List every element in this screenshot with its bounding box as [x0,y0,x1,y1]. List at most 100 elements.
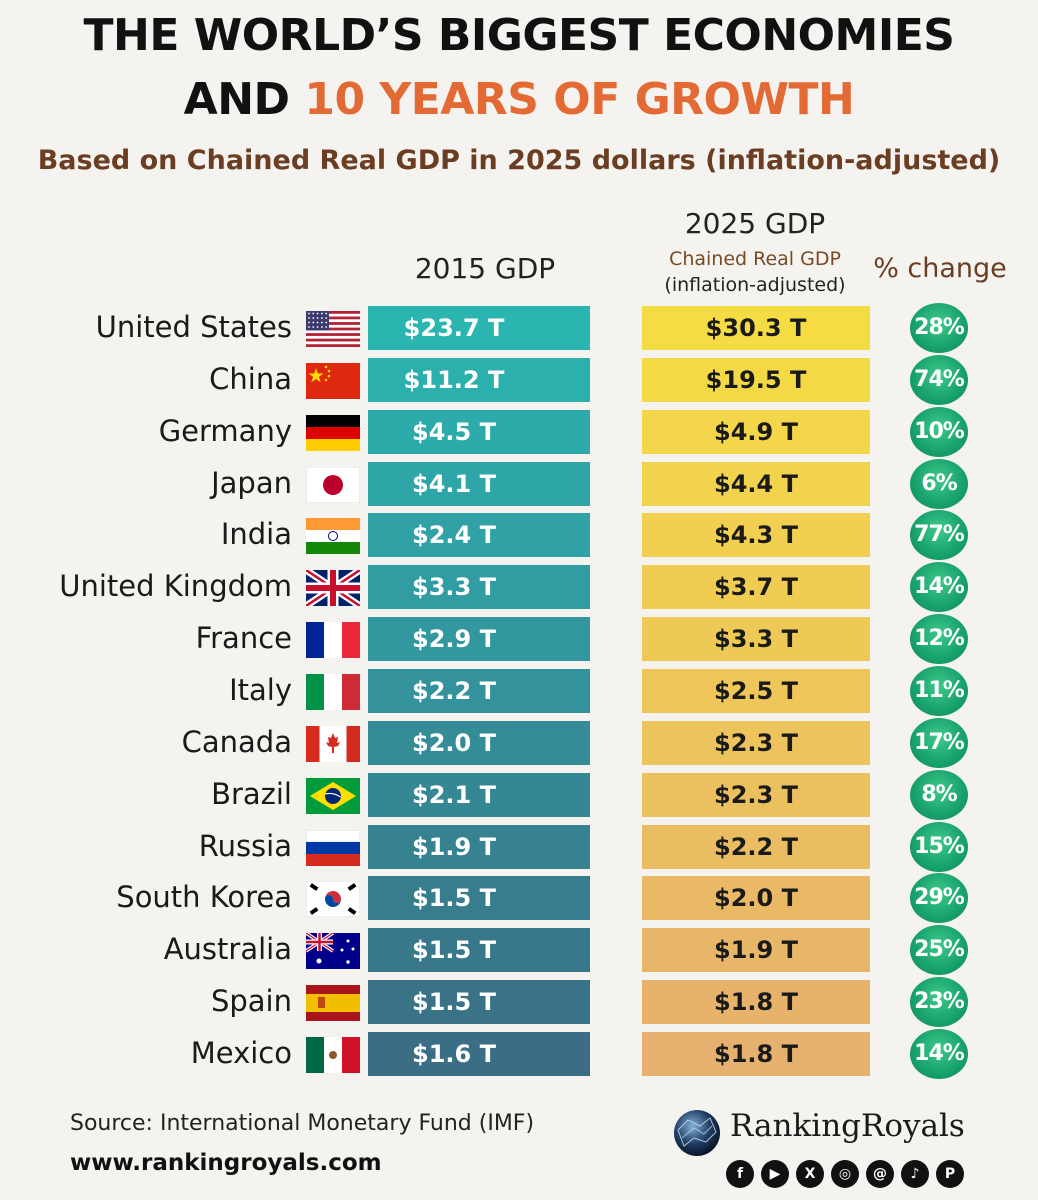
gdp-2015-cell: $1.5 T [368,928,590,973]
header-2025-sub2: (inflation-adjusted) [664,274,846,296]
title-line-2-prefix: AND [183,74,305,125]
gdp-2025-cell: $1.8 T [642,1031,870,1076]
gdp-2015-cell: $1.6 T [368,1031,590,1076]
gdp-2025-cell: $1.9 T [642,928,870,973]
china-flag-icon [306,362,360,399]
subtitle: Based on Chained Real GDP in 2025 dollar… [37,145,1001,176]
mexico-flag-icon [306,1036,360,1073]
table-row: China $11.2 T $19.5 T 74% [0,354,1038,405]
title-line-2: AND 10 YEARS OF GROWTH [0,78,1038,122]
country-label: China [209,361,292,396]
pct-change-badge: 14% [910,562,968,613]
header-2025-sub1: Chained Real GDP [669,248,841,270]
country-label: United States [95,310,292,344]
pct-change-badge: 23% [910,977,968,1028]
facebook-icon[interactable]: f [726,1160,754,1188]
table-row: Spain $1.5 T $1.8 T 23% [0,977,1038,1028]
table-row: United Kingdom $3.3 T $3.7 T 14% [0,562,1038,613]
gdp-2025-cell: $2.2 T [642,824,870,869]
gdp-2015-cell: $1.5 T [368,876,590,921]
country-label: Brazil [211,776,292,811]
gdp-2025-cell: $4.9 T [642,409,870,454]
gdp-2025-cell: $2.3 T [642,772,870,817]
gdp-2015-cell: $4.5 T [368,409,590,454]
country-label: Russia [198,828,292,863]
us-flag-icon [306,311,360,347]
pct-change-badge: 14% [910,1028,968,1079]
instagram-icon[interactable]: ◎ [831,1160,859,1188]
gdp-2015-cell: $11.2 T [368,357,590,402]
table-row: India $2.4 T $4.3 T 77% [0,510,1038,561]
pct-change-badge: 12% [910,614,968,665]
gdp-2015-cell: $1.5 T [368,980,590,1025]
country-label: Italy [229,672,292,707]
gdp-2025-cell: $1.8 T [642,980,870,1025]
title-line-1: THE WORLD’S BIGGEST ECONOMIES [83,10,955,61]
pct-change-badge: 6% [910,458,968,509]
gdp-2025-cell: $19.5 T [642,357,870,402]
gdp-2025-cell: $4.3 T [642,513,870,558]
pct-change-badge: 11% [910,665,968,716]
gdp-2015-cell: $2.2 T [368,668,590,713]
country-label: South Korea [116,880,292,915]
canada-flag-icon [306,725,360,762]
tiktok-icon[interactable]: ♪ [901,1160,929,1188]
source-note: Source: International Monetary Fund (IMF… [70,1111,535,1136]
spain-flag-icon [306,985,360,1022]
country-label: United Kingdom [59,569,292,604]
gdp-2025-cell: $2.5 T [642,668,870,713]
gdp-2015-cell: $2.4 T [368,513,590,558]
japan-flag-icon [306,466,360,503]
table-row: Canada $2.0 T $2.3 T 17% [0,717,1038,768]
france-flag-icon [306,622,360,659]
header-2015-gdp: 2015 GDP [414,252,556,285]
website-link[interactable]: www.rankingroyals.com [70,1150,382,1176]
country-label: France [195,621,292,656]
gdp-2015-cell: $3.3 T [368,565,590,610]
x-icon[interactable]: X [796,1160,824,1188]
table-row: South Korea $1.5 T $2.0 T 29% [0,873,1038,924]
germany-flag-icon [306,414,360,451]
pinterest-icon[interactable]: P [936,1160,964,1188]
country-label: Canada [181,724,292,759]
threads-icon[interactable]: @ [866,1160,894,1188]
table-row: United States $23.7 T $30.3 T 28% [0,303,1038,353]
gdp-2025-cell: $4.4 T [642,461,870,506]
pct-change-badge: 10% [910,406,968,457]
pct-change-badge: 74% [910,354,968,405]
table-row: Mexico $1.6 T $1.8 T 14% [0,1028,1038,1079]
country-label: Japan [211,465,292,500]
gdp-2015-cell: $23.7 T [368,306,590,350]
india-flag-icon [306,518,360,555]
gdp-2025-cell: $2.0 T [642,876,870,921]
table-row: Italy $2.2 T $2.5 T 11% [0,665,1038,716]
country-label: Spain [210,984,292,1019]
header-pct-change: % change [873,253,1007,284]
country-label: Mexico [190,1035,292,1070]
table-row: Germany $4.5 T $4.9 T 10% [0,406,1038,457]
gdp-2025-cell: $2.3 T [642,720,870,765]
gdp-2015-cell: $2.0 T [368,720,590,765]
country-label: Germany [158,413,292,448]
title-line-2-accent: 10 YEARS OF GROWTH [304,74,855,125]
australia-flag-icon [306,933,360,970]
gdp-2025-cell: $3.7 T [642,565,870,610]
social-links: f ▶ X ◎ @ ♪ P [726,1160,976,1190]
gdp-2015-cell: $2.9 T [368,617,590,662]
brand-name: RankingRoyals [730,1108,965,1144]
table-row: Russia $1.9 T $2.2 T 15% [0,821,1038,872]
gdp-2025-cell: $3.3 T [642,617,870,662]
table-row: Japan $4.1 T $4.4 T 6% [0,458,1038,509]
country-label: India [220,517,292,552]
pct-change-badge: 17% [910,717,968,768]
youtube-icon[interactable]: ▶ [761,1160,789,1188]
uk-flag-icon [306,570,360,607]
gdp-2015-cell: $2.1 T [368,772,590,817]
table-row: Australia $1.5 T $1.9 T 25% [0,925,1038,976]
russia-flag-icon [306,829,360,866]
south-korea-flag-icon [306,881,360,918]
pct-change-badge: 29% [910,873,968,924]
pct-change-badge: 28% [910,303,968,353]
globe-logo-icon [674,1110,720,1156]
pct-change-badge: 25% [910,925,968,976]
